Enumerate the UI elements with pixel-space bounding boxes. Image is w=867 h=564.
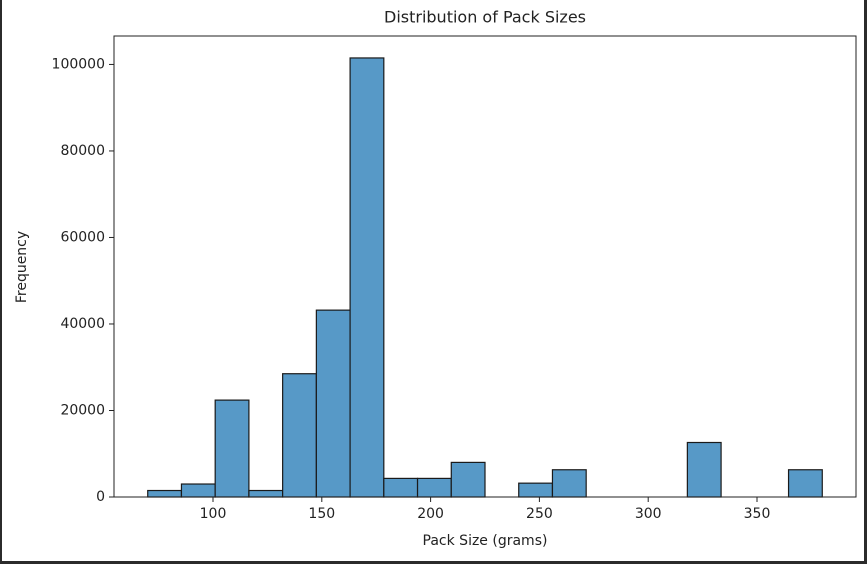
plot-frame <box>113 35 857 498</box>
bar <box>518 482 554 498</box>
x-tick-label: 250 <box>526 506 553 522</box>
bar <box>282 373 317 498</box>
bar <box>787 469 823 498</box>
frame-edge <box>0 561 867 564</box>
x-tick-label: 100 <box>200 506 227 522</box>
y-tick-label: 100000 <box>52 56 105 72</box>
frame-edge <box>864 0 867 564</box>
bar <box>147 489 183 498</box>
bar <box>248 489 284 498</box>
x-tick-label: 350 <box>744 506 771 522</box>
x-tick-label: 300 <box>635 506 662 522</box>
bar <box>383 477 419 498</box>
y-tick-label: 60000 <box>60 229 105 245</box>
frame-edge <box>0 0 2 564</box>
x-axis-label: Pack Size (grams) <box>423 533 548 549</box>
chart-title: Distribution of Pack Sizes <box>384 8 586 27</box>
y-tick-label: 80000 <box>60 143 105 159</box>
bar <box>686 441 722 498</box>
x-tick-label: 200 <box>417 506 444 522</box>
y-tick-label: 40000 <box>60 316 105 332</box>
y-axis-label: Frequency <box>14 231 30 303</box>
y-tick-label: 20000 <box>60 402 105 418</box>
bar <box>551 469 587 498</box>
bar <box>450 461 486 498</box>
bar <box>416 477 452 498</box>
bar <box>349 57 385 498</box>
x-tick-label: 150 <box>308 506 335 522</box>
bar <box>214 399 250 498</box>
y-tick-label: 0 <box>96 489 105 505</box>
bar <box>180 483 216 498</box>
bar <box>315 309 351 498</box>
